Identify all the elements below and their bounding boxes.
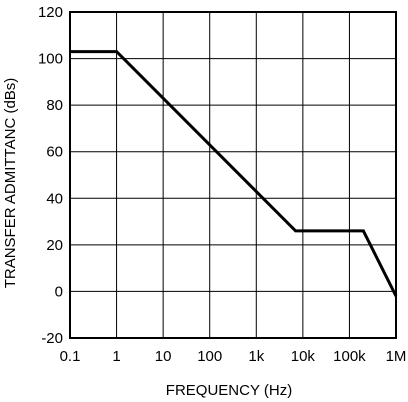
y-tick-labels: 120 100 80 60 40 20 0 -20 (38, 4, 63, 347)
y-tick-label: 40 (46, 190, 63, 207)
grid-lines (69, 11, 397, 339)
y-tick-label: 0 (55, 283, 63, 300)
x-tick-label: 0.1 (60, 348, 81, 365)
x-tick-label: 1 (112, 348, 120, 365)
y-tick-label: -20 (41, 330, 63, 347)
y-tick-label: 20 (46, 237, 63, 254)
series-line (70, 50, 398, 297)
x-tick-label: 100 (197, 348, 222, 365)
y-tick-label: 80 (46, 97, 63, 114)
x-tick-label: 1k (248, 348, 264, 365)
x-tick-label: 1M (386, 348, 407, 365)
y-tick-label: 120 (38, 4, 63, 21)
x-tick-label: 100k (333, 348, 366, 365)
y-tick-label: 60 (46, 144, 63, 161)
y-tick-label: 100 (38, 51, 63, 68)
x-tick-label: 10k (291, 348, 316, 365)
x-tick-label: 10 (155, 348, 172, 365)
x-axis-title: FREQUENCY (Hz) (166, 382, 292, 399)
x-tick-labels: 0.1 1 10 100 1k 10k 100k 1M (60, 348, 407, 365)
plot-frame (69, 11, 397, 339)
y-axis-title: TRANSFER ADMITTANC (dBs) (2, 78, 19, 289)
series-layer (70, 50, 398, 297)
